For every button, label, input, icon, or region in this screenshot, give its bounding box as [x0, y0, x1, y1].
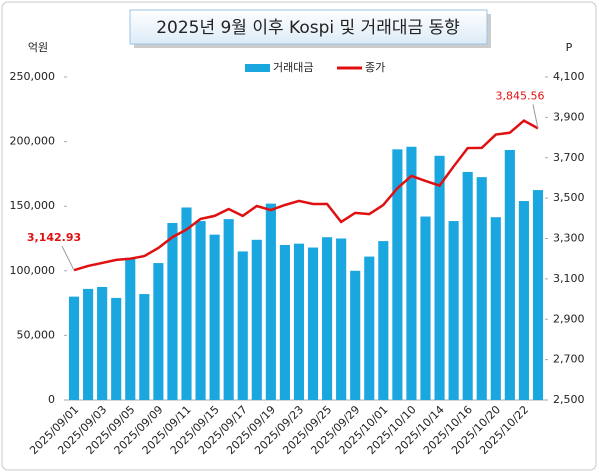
bar: [434, 155, 445, 400]
y2-tick-label: 2,700: [553, 353, 585, 366]
bar: [209, 234, 220, 400]
legend-label: 종가: [365, 61, 385, 74]
y-tick-label: 100,000: [10, 264, 56, 277]
bar: [111, 297, 122, 400]
y2-tick-label: 3,300: [553, 232, 585, 245]
bar: [265, 203, 276, 400]
bar: [448, 221, 459, 400]
bar: [518, 201, 529, 400]
y-axis-label: 억원: [28, 41, 48, 54]
bar: [490, 217, 501, 400]
bar: [392, 149, 403, 400]
y-tick-label: 250,000: [10, 70, 56, 83]
y2-axis-label: P: [566, 41, 573, 54]
bar: [364, 256, 375, 400]
y-tick-label: 200,000: [10, 135, 56, 148]
bar: [532, 190, 544, 400]
bar: [181, 207, 192, 400]
data-label: 3,845.56: [495, 89, 544, 102]
bar: [420, 216, 431, 400]
bar: [153, 263, 164, 400]
bar: [350, 270, 361, 400]
data-label: 3,142.93: [27, 231, 81, 244]
bar: [68, 296, 80, 400]
bar: [139, 294, 150, 400]
bar: [336, 238, 347, 400]
y2-tick-label: 3,700: [553, 151, 585, 164]
y-tick-label: 150,000: [10, 199, 56, 212]
bar: [83, 288, 94, 400]
legend-swatch: [245, 64, 270, 72]
bar: [223, 219, 234, 400]
bar: [293, 243, 305, 400]
legend-label: 거래대금: [273, 61, 313, 74]
label-leader: [532, 104, 539, 129]
line: [73, 119, 539, 272]
label-leader: [61, 245, 75, 271]
title-box: [129, 9, 488, 45]
chart-title: 2025년 9월 이후 Kospi 및 거래대금 동향: [156, 18, 460, 38]
bar: [322, 237, 333, 400]
bar: [237, 251, 248, 400]
bar: [378, 241, 389, 400]
y-tick-label: 50,000: [17, 328, 56, 341]
bar: [406, 146, 417, 400]
y2-tick-label: 3,900: [553, 110, 585, 123]
y2-tick-label: 3,500: [553, 191, 585, 204]
bar: [462, 171, 473, 400]
bar: [279, 244, 290, 400]
bar: [97, 286, 108, 400]
bar: [307, 247, 319, 400]
bar: [195, 221, 206, 400]
y-tick-label: 0: [48, 393, 55, 406]
y2-tick-label: 4,100: [553, 70, 585, 83]
bar: [504, 149, 515, 400]
y2-tick-label: 2,500: [553, 393, 585, 406]
bar: [125, 257, 136, 400]
bar: [251, 239, 262, 400]
y2-tick-label: 3,100: [553, 272, 585, 285]
y2-tick-label: 2,900: [553, 312, 585, 325]
bar: [476, 177, 487, 400]
bar: [167, 222, 178, 400]
